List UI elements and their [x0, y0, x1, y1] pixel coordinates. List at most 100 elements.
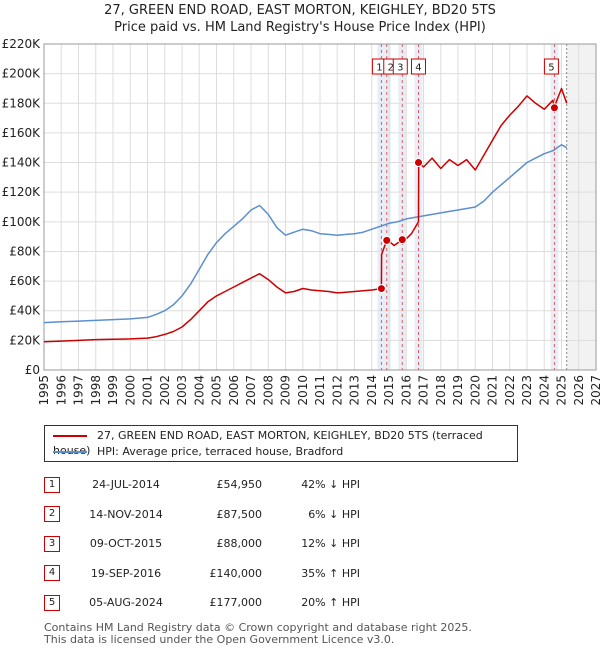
sale-number-label: 1	[376, 63, 382, 74]
sale-date: 24-JUL-2014	[92, 478, 160, 492]
x-tick-label: 2019	[451, 375, 465, 406]
sale-date: 05-AUG-2024	[89, 596, 163, 610]
chart-legend: 27, GREEN END ROAD, EAST MORTON, KEIGHLE…	[44, 425, 518, 462]
x-tick-label: 2018	[434, 375, 448, 406]
sale-date: 19-SEP-2016	[90, 566, 162, 580]
sales-row: 4 19-SEP-2016 £140,000 35% ↑ HPI	[44, 559, 360, 589]
legend-item-property: 27, GREEN END ROAD, EAST MORTON, KEIGHLE…	[53, 428, 517, 457]
plot-frame	[43, 43, 597, 371]
y-tick-label: £200K	[2, 67, 42, 81]
sales-table: 1 24-JUL-2014 £54,950 42% ↓ HPI 2 14-NOV…	[44, 470, 360, 618]
sale-point	[376, 284, 386, 294]
y-tick-label: £0	[25, 363, 40, 377]
sales-row: 1 24-JUL-2014 £54,950 42% ↓ HPI	[44, 470, 360, 500]
x-tick-label: 2009	[279, 375, 293, 406]
sale-number-box: 4	[410, 58, 426, 75]
chart-subtitle: Price paid vs. HM Land Registry's House …	[114, 20, 486, 35]
sale-point	[397, 235, 407, 245]
y-tick-label: £40K	[9, 304, 41, 318]
y-tick-label: £100K	[2, 215, 42, 229]
sale-number-label: 3	[397, 63, 403, 74]
x-tick-label: 2017	[417, 375, 431, 406]
forecast-region	[566, 44, 596, 370]
y-tick-label: £160K	[2, 126, 42, 140]
sale-marker-label: 4	[44, 565, 60, 582]
property-line	[43, 87, 568, 343]
sale-number-label: 4	[415, 63, 421, 74]
x-tick-label: 2007	[244, 375, 258, 406]
y-tick-label: £140K	[2, 156, 42, 170]
x-tick-label: 2000	[123, 375, 137, 406]
sale-price: £87,500	[216, 507, 263, 521]
x-tick-label: 2014	[365, 375, 379, 406]
x-tick-label: 2013	[348, 375, 362, 406]
sale-point	[549, 103, 559, 113]
x-tick-label: 2025	[555, 375, 569, 406]
x-tick-label: 2001	[141, 375, 155, 406]
sale-date: 14-NOV-2014	[89, 507, 163, 521]
legend-label-property: 27, GREEN END ROAD, EAST MORTON, KEIGHLE…	[53, 429, 483, 457]
footer-licence: This data is licensed under the Open Gov…	[44, 633, 395, 646]
legend-swatch-hpi	[53, 451, 87, 453]
sale-number-label: 5	[548, 63, 554, 74]
x-tick-label: 2023	[520, 375, 534, 406]
y-tick-label: £120K	[2, 185, 42, 199]
x-tick-label: 1998	[89, 375, 103, 406]
x-tick-label: 2026	[572, 375, 586, 406]
sale-number-box-frame	[392, 58, 408, 75]
sale-hpi-diff: 12% ↓ HPI	[301, 537, 360, 551]
sale-number-box-frame	[543, 58, 559, 75]
sale-number-label: 2	[388, 63, 394, 74]
sale-price: £140,000	[209, 566, 263, 580]
sale-number-box-frame	[410, 58, 426, 75]
x-tick-label: 2011	[313, 375, 327, 406]
legend-item-hpi: HPI: Average price, terraced house, Brad…	[53, 444, 343, 459]
legend-swatch-property	[53, 435, 87, 437]
x-tick-label: 2006	[227, 375, 241, 406]
x-tick-label: 1996	[54, 375, 68, 406]
sale-marker-label: 2	[44, 506, 60, 523]
x-tick-label: 2015	[382, 375, 396, 406]
y-tick-label: £180K	[2, 96, 42, 110]
x-tick-label: 2012	[330, 375, 344, 406]
x-tick-label: 2022	[503, 375, 517, 406]
x-tick-label: 2010	[296, 375, 310, 406]
x-tick-label: 2021	[486, 375, 500, 406]
x-tick-label: 1995	[37, 375, 51, 406]
x-tick-label: 2020	[468, 375, 482, 406]
x-tick-label: 2002	[158, 375, 172, 406]
y-tick-label: £60K	[9, 274, 41, 288]
y-tick-label: £220K	[2, 37, 42, 51]
sales-row: 2 14-NOV-2014 £87,500 6% ↓ HPI	[44, 500, 360, 530]
x-tick-label: 2003	[175, 375, 189, 406]
y-tick-label: £20K	[9, 333, 41, 347]
x-tick-label: 2024	[537, 375, 551, 406]
sale-point	[413, 158, 423, 168]
sale-price: £177,000	[209, 596, 263, 610]
sale-number-box: 1	[371, 58, 387, 75]
x-tick-label: 1997	[72, 375, 86, 406]
sale-hpi-diff: 20% ↑ HPI	[301, 596, 360, 610]
sale-hpi-diff: 6% ↓ HPI	[308, 507, 360, 521]
sales-row: 5 05-AUG-2024 £177,000 20% ↑ HPI	[44, 588, 360, 618]
footer-copyright: Contains HM Land Registry data © Crown c…	[44, 621, 472, 634]
sale-price: £54,950	[216, 478, 263, 492]
x-tick-label: 1999	[106, 375, 120, 406]
sale-point	[382, 235, 392, 245]
sale-hpi-diff: 35% ↑ HPI	[301, 566, 360, 580]
sale-number-box: 3	[392, 58, 408, 75]
sale-number-box: 5	[543, 58, 559, 75]
x-tick-label: 2008	[261, 375, 275, 406]
hpi-line	[43, 144, 568, 324]
x-tick-label: 2004	[192, 375, 206, 406]
chart-title: 27, GREEN END ROAD, EAST MORTON, KEIGHLE…	[104, 3, 496, 18]
sale-hpi-diff: 42% ↓ HPI	[301, 478, 360, 492]
y-tick-label: £80K	[9, 244, 41, 258]
legend-label-hpi: HPI: Average price, terraced house, Brad…	[97, 445, 344, 458]
x-tick-label: 2027	[589, 375, 600, 406]
sale-marker-label: 1	[44, 476, 60, 493]
sale-marker-label: 3	[44, 535, 60, 552]
sale-price: £88,000	[216, 537, 263, 551]
sale-date: 09-OCT-2015	[89, 537, 163, 551]
price-chart: 1 2 3 4 5 £0 £20K £40K £60K £80K £100K £120K £140K £1…	[2, 37, 600, 406]
